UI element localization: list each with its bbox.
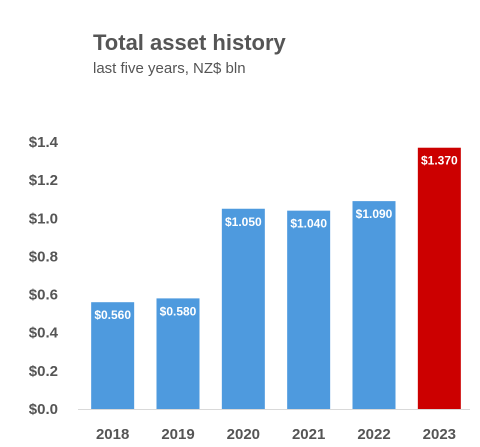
data-label: $1.040 [290,217,327,231]
bar-2022 [352,201,396,409]
data-label: $0.560 [94,308,131,322]
x-tick-label: 2021 [292,426,325,443]
x-tick-label: 2022 [357,426,390,443]
x-tick-label: 2023 [423,426,456,443]
data-label: $1.090 [356,207,393,221]
chart-subtitle: last five years, NZ$ bln [93,60,246,77]
data-label: $0.580 [160,304,197,318]
y-tick-label: $0.4 [29,325,59,342]
x-tick-label: 2020 [227,426,260,443]
y-tick-label: $1.4 [29,134,59,151]
data-label: $1.370 [421,154,458,168]
data-label: $1.050 [225,215,262,229]
bar-2019 [156,298,200,409]
bar-2023 [417,147,461,409]
y-tick-label: $0.6 [29,287,58,304]
y-tick-label: $0.8 [29,248,58,265]
y-tick-label: $1.2 [29,172,58,189]
bar-2021 [287,210,331,409]
x-tick-label: 2019 [161,426,194,443]
chart-title: Total asset history [93,30,286,55]
bar-2018 [91,302,135,409]
x-tick-label: 2018 [96,426,129,443]
y-tick-label: $0.2 [29,363,58,380]
y-tick-label: $0.0 [29,401,58,418]
bar-2020 [221,208,265,409]
y-tick-label: $1.0 [29,210,58,227]
